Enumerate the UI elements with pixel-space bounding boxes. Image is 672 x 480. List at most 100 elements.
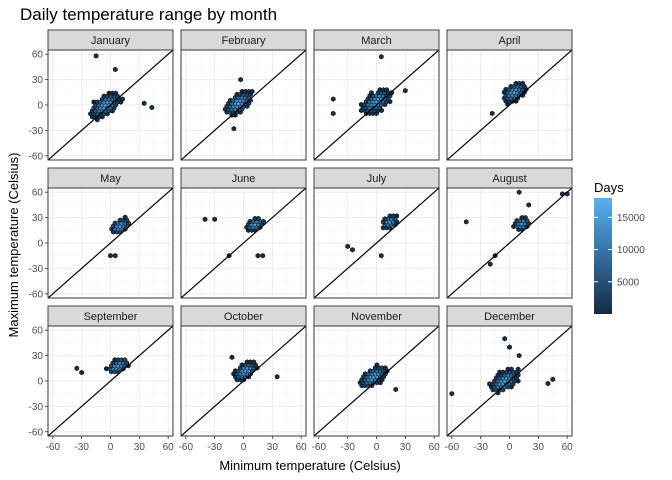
hex-bin-outlier — [449, 391, 455, 397]
facet-label: April — [498, 35, 520, 47]
hex-bin-outlier — [212, 216, 217, 222]
hex-bin — [122, 357, 128, 363]
hex-bin-outlier — [489, 110, 495, 117]
y-tick-label: -60 — [29, 427, 44, 438]
facet-april: April — [446, 29, 573, 161]
hex-bin — [113, 90, 119, 96]
identity-line — [181, 50, 306, 160]
facet-label: July — [367, 173, 387, 185]
facet-september: September -60 -30 0 30 60 -60 -30 0 30 60 — [29, 305, 175, 453]
hex-bin-outlier — [330, 96, 336, 102]
facet-june: June — [180, 167, 307, 299]
y-tick-label: 30 — [32, 75, 44, 86]
x-tick-label: -60 — [179, 442, 194, 453]
facet-august: August — [446, 167, 573, 299]
hex-bin — [369, 90, 374, 96]
facet-label: December — [484, 311, 535, 323]
hex-bin-outlier — [378, 253, 384, 259]
hex-bin-outlier — [274, 374, 280, 380]
facet-february: February — [180, 29, 307, 161]
facet-label: March — [361, 35, 392, 47]
gridlines — [314, 50, 439, 160]
identity-line — [447, 326, 572, 436]
facet-october: October -60 -30 0 30 60 — [179, 305, 308, 453]
hex-bin-outlier — [507, 344, 512, 350]
facet-label: February — [221, 35, 266, 47]
facet-label: August — [492, 173, 526, 185]
x-tick-label: 60 — [429, 442, 441, 453]
y-axis-title: Maximum temperature (Celsius) — [6, 153, 21, 338]
facet-label: October — [224, 311, 263, 323]
y-tick-label: -60 — [29, 151, 44, 162]
hex-bin — [389, 90, 394, 96]
identity-line — [447, 188, 572, 298]
hex-bin — [251, 359, 257, 365]
hex-bin-outlier — [112, 66, 118, 73]
facet-july: July — [313, 167, 440, 299]
x-tick-label: 60 — [296, 442, 308, 453]
gridlines — [314, 188, 439, 298]
hex-bin-outlier — [502, 336, 508, 342]
hex-bin-outlier — [550, 376, 556, 382]
hex-bins — [449, 336, 556, 397]
facet-label: November — [351, 311, 402, 323]
y-tick-label: 60 — [32, 188, 44, 199]
y-tick-label: -30 — [29, 264, 44, 275]
identity-line — [314, 326, 439, 436]
hex-bin — [523, 214, 528, 221]
y-tick-label: -30 — [29, 126, 44, 137]
x-tick-label: 30 — [533, 442, 545, 453]
identity-line — [48, 188, 173, 298]
x-tick-label: 30 — [267, 442, 279, 453]
hex-bin-outlier — [487, 261, 493, 267]
hex-bin — [261, 218, 266, 225]
color-legend: Days 5000 10000 15000 — [594, 180, 645, 314]
x-tick-label: 60 — [163, 442, 175, 453]
hex-bin-outlier — [393, 386, 399, 393]
hex-bin — [384, 87, 389, 93]
hex-bin-outlier — [79, 369, 84, 376]
hex-bin — [256, 215, 261, 222]
hex-bin-outlier — [112, 253, 118, 259]
hex-bin-outlier — [231, 126, 237, 132]
x-tick-label: 60 — [562, 442, 574, 453]
hex-bin — [249, 88, 255, 95]
legend-tick-label: 5000 — [617, 277, 640, 288]
y-tick-label: 30 — [32, 213, 44, 224]
gridlines — [447, 50, 572, 160]
hex-bin-outlier — [202, 216, 208, 222]
hex-bins — [74, 357, 131, 376]
hex-bins — [330, 54, 408, 117]
facet-january: January -60 -30 0 30 60 — [29, 29, 174, 162]
hex-bin-outlier — [463, 219, 469, 225]
hex-bin-outlier — [526, 202, 532, 208]
hex-bin-outlier — [260, 253, 266, 259]
x-tick-label: 30 — [400, 442, 412, 453]
x-axis-title: Minimum temperature (Celsius) — [219, 458, 400, 473]
facet-may: May -60 -30 0 30 60 — [29, 167, 174, 300]
facet-march: March — [313, 29, 440, 161]
hex-bin-outlier — [74, 365, 80, 371]
hex-bin-outlier — [330, 110, 336, 117]
x-tick-label: -30 — [207, 442, 222, 453]
identity-line — [314, 188, 439, 298]
x-tick-label: -30 — [473, 442, 488, 453]
hex-bin-outlier — [516, 352, 522, 359]
hex-bin — [515, 366, 521, 372]
hex-bin-outlier — [238, 76, 243, 83]
identity-line — [314, 50, 439, 160]
y-tick-label: 0 — [37, 101, 43, 112]
legend-colorbar — [594, 198, 612, 314]
x-tick-label: 0 — [374, 442, 380, 453]
facet-label: September — [84, 311, 138, 323]
hex-bin — [383, 365, 388, 371]
facet-label: May — [100, 173, 121, 185]
gridlines — [181, 326, 306, 436]
y-tick-label: 30 — [32, 351, 44, 362]
gridlines — [447, 188, 572, 298]
hex-bin-outlier — [108, 253, 113, 259]
hex-bin-outlier — [345, 243, 350, 250]
x-tick-label: -30 — [74, 442, 89, 453]
identity-line — [48, 50, 173, 160]
